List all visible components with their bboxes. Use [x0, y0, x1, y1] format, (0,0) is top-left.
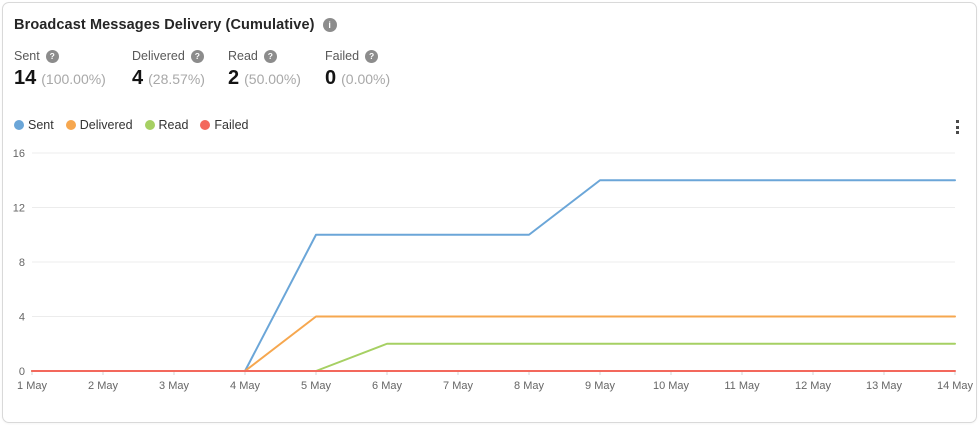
stat-sent-label-row: Sent ?: [14, 49, 132, 63]
help-icon[interactable]: ?: [365, 49, 379, 63]
stat-failed-value: 0: [325, 67, 337, 89]
legend-item-failed[interactable]: Failed: [200, 118, 248, 132]
x-axis-label: 7 May: [443, 380, 473, 392]
y-axis-label: 12: [13, 203, 25, 215]
x-axis-label: 13 May: [866, 380, 903, 392]
stat-delivered-percent: (28.57%): [148, 71, 205, 87]
stat-label: Failed: [325, 49, 360, 63]
stat-label: Sent: [14, 49, 40, 63]
legend-dot-delivered: [65, 120, 76, 130]
stat-failed-label-row: Failed ?: [325, 49, 390, 63]
stats-row: Sent ? 14 (100.00%) Delivered ? 4 (28.57…: [14, 49, 390, 90]
help-icon[interactable]: ?: [45, 49, 59, 63]
x-axis-label: 11 May: [724, 380, 760, 392]
x-axis-label: 3 May: [159, 380, 189, 392]
x-axis-label: 12 May: [795, 380, 832, 392]
x-axis-label: 14 May: [937, 380, 974, 392]
stat-sent: Sent ? 14 (100.00%): [14, 49, 132, 90]
line-chart: 0 4 8 12 16 1 May 2 May 3 May 4 May 5 May 6 May 7 M…: [13, 148, 974, 392]
stat-delivered: Delivered ? 4 (28.57%): [132, 49, 228, 90]
legend-dot-failed: [200, 120, 211, 130]
info-icon[interactable]: i: [322, 18, 337, 32]
stat-delivered-label-row: Delivered ?: [132, 49, 228, 63]
stat-failed-percent: (0.00%): [341, 71, 391, 87]
stat-failed: Failed ? 0 (0.00%): [325, 49, 390, 90]
legend-dot-read: [144, 120, 155, 130]
stat-sent-percent: (100.00%): [41, 71, 106, 87]
stat-read-percent: (50.00%): [244, 71, 301, 87]
stat-delivered-value: 4: [132, 67, 144, 89]
help-icon[interactable]: ?: [263, 49, 277, 63]
x-axis-label: 5 May: [301, 380, 331, 392]
stat-sent-value: 14: [14, 67, 37, 89]
stat-read-value: 2: [228, 67, 240, 89]
y-axis-label: 0: [19, 366, 25, 378]
x-axis-label: 6 May: [372, 380, 402, 392]
kebab-menu-icon[interactable]: [948, 117, 966, 137]
x-axis-label: 10 May: [653, 380, 690, 392]
stat-read-label-row: Read ?: [228, 49, 325, 63]
y-axis-label: 16: [13, 148, 25, 160]
x-axis-label: 1 May: [17, 380, 47, 392]
page-title: Broadcast Messages Delivery (Cumulative): [14, 17, 315, 33]
series-line-sent: [31, 179, 956, 372]
series-line-read: [31, 342, 956, 372]
help-icon[interactable]: ?: [190, 49, 204, 63]
legend-item-read[interactable]: Read: [144, 118, 188, 132]
y-axis-label: 4: [19, 312, 25, 324]
legend-item-delivered[interactable]: Delivered: [65, 118, 133, 132]
legend-item-sent[interactable]: Sent: [14, 118, 54, 132]
card-header: Broadcast Messages Delivery (Cumulative)…: [14, 17, 337, 33]
chart-legend: Sent Delivered Read Failed: [14, 118, 966, 132]
stat-label: Delivered: [132, 49, 185, 63]
legend-dot-sent: [14, 120, 24, 130]
y-axis-label: 8: [19, 257, 25, 269]
x-axis-label: 2 May: [88, 380, 118, 392]
stat-read: Read ? 2 (50.00%): [228, 49, 325, 90]
x-axis-label: 9 May: [585, 380, 615, 392]
stat-label: Read: [228, 49, 258, 63]
x-axis-label: 8 May: [514, 380, 544, 392]
x-axis-label: 4 May: [230, 380, 260, 392]
